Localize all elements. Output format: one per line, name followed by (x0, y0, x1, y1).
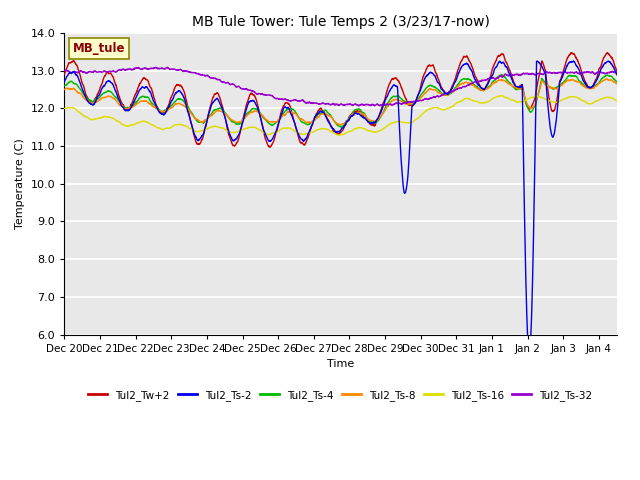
X-axis label: Time: Time (327, 359, 354, 369)
Y-axis label: Temperature (C): Temperature (C) (15, 138, 25, 229)
Legend: Tul2_Tw+2, Tul2_Ts-2, Tul2_Ts-4, Tul2_Ts-8, Tul2_Ts-16, Tul2_Ts-32: Tul2_Tw+2, Tul2_Ts-2, Tul2_Ts-4, Tul2_Ts… (84, 385, 597, 405)
Title: MB Tule Tower: Tule Temps 2 (3/23/17-now): MB Tule Tower: Tule Temps 2 (3/23/17-now… (191, 15, 490, 29)
Text: MB_tule: MB_tule (72, 42, 125, 55)
